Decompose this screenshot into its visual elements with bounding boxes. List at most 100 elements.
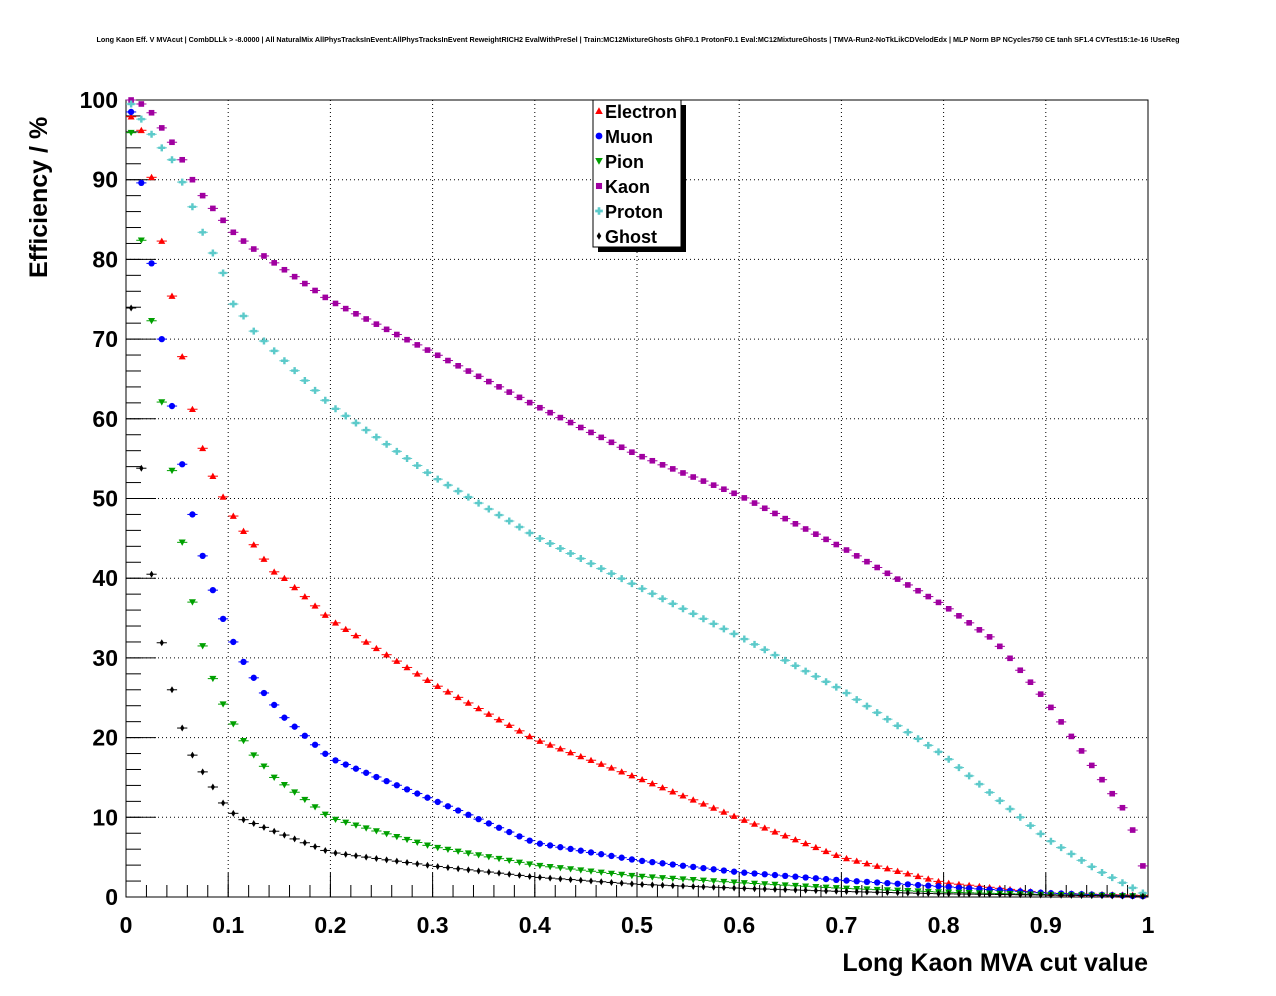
data-point [648,874,656,881]
data-point [352,419,360,427]
data-point [178,353,186,360]
data-point [761,824,769,831]
data-point [680,882,686,890]
data-point [475,499,483,507]
data-point [823,887,829,895]
data-point [240,238,247,244]
data-point [905,582,911,588]
legend-marker-kaon [595,182,603,190]
data-point [1058,719,1064,725]
y-tick-label: 60 [92,406,118,432]
data-point [628,856,636,863]
data-point [148,109,155,116]
y-tick-label: 20 [92,725,118,751]
data-point [260,555,268,562]
x-tick-label: 0 [120,912,133,938]
data-point [904,870,912,877]
data-point [1120,892,1125,900]
data-point [742,884,747,892]
data-point [466,866,471,874]
data-point [272,827,277,835]
data-point [312,287,318,294]
data-point [403,663,411,671]
data-point [332,405,340,413]
data-point [813,531,819,537]
data-point [168,156,176,164]
data-point [465,368,472,374]
data-point [598,851,605,858]
data-point [199,192,206,199]
data-point [526,399,533,406]
data-point [556,745,564,752]
data-point [548,874,553,882]
data-point [332,300,339,307]
data-point [649,858,656,866]
chart-title: Long Kaon Eff. V MVAcut | CombDLLk > -8.… [97,35,1180,44]
data-point [515,523,523,531]
data-point [711,883,716,891]
data-point [363,316,369,322]
data-point [772,510,778,517]
data-point [1038,891,1043,899]
data-point [301,593,309,600]
x-tick-label: 1 [1142,912,1155,938]
data-point [127,129,135,137]
data-point [219,493,227,500]
data-point [699,877,707,884]
data-point [158,144,166,152]
data-point [935,599,942,606]
data-point [414,790,421,797]
legend-label-proton: Proton [605,202,663,222]
data-point [731,884,737,892]
y-tick-label: 50 [92,486,118,512]
data-point [986,634,993,640]
data-point [874,564,880,571]
data-point [280,357,288,365]
data-point [434,352,441,359]
data-point [188,599,196,606]
grid [126,100,1148,897]
data-point [659,784,667,791]
data-point [568,876,573,884]
data-point [751,880,759,887]
data-point [894,867,902,874]
data-point [323,846,328,854]
data-point [495,824,503,831]
data-point [854,888,859,896]
data-point [812,672,820,680]
data-point [710,482,717,488]
data-point [628,872,636,880]
data-point [1129,827,1136,833]
data-point [741,869,748,876]
data-point [137,115,145,123]
data-point [270,774,278,781]
data-point [445,357,451,364]
data-point [332,619,340,626]
data-point [1089,892,1094,900]
data-point [987,890,992,898]
data-point [209,675,217,683]
data-point [353,852,359,860]
data-point [618,854,625,861]
data-point [844,888,849,896]
data-point [802,667,810,675]
data-point [455,362,461,369]
data-point [383,326,390,333]
data-point [342,305,349,312]
data-point [648,590,656,598]
data-point [781,882,789,889]
data-point [495,511,503,519]
data-point [364,853,369,861]
data-point [873,862,881,869]
data-point [577,555,585,563]
data-point [322,294,329,301]
data-point [495,855,503,863]
data-point [853,553,860,559]
series-ghost [126,304,1148,900]
data-point [700,864,707,872]
data-point [250,541,258,548]
data-point [925,593,932,600]
data-point [567,866,575,873]
data-point [415,860,420,868]
data-point [455,807,462,814]
